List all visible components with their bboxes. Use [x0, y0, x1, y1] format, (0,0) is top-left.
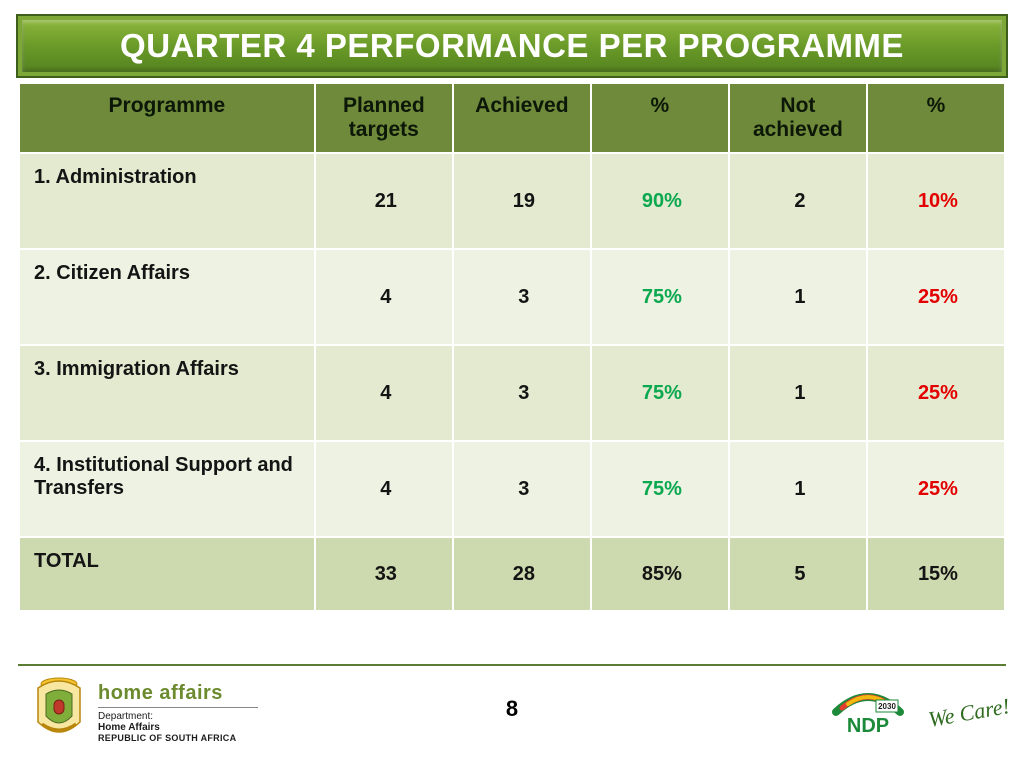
- cell-pct-not: 15%: [867, 537, 1005, 611]
- svg-text:2030: 2030: [878, 702, 896, 711]
- footer-divider: [18, 664, 1006, 666]
- table-row: 1. Administration211990%210%: [19, 153, 1005, 249]
- svg-text:NDP: NDP: [847, 715, 889, 737]
- cell-pct-not: 25%: [867, 345, 1005, 441]
- cell-pct-achieved: 75%: [591, 249, 729, 345]
- cell-planned: 33: [315, 537, 453, 611]
- col-pct-achieved: %: [591, 84, 729, 153]
- cell-not-achieved: 1: [729, 249, 867, 345]
- col-planned: Planned targets: [315, 84, 453, 153]
- cell-planned: 4: [315, 249, 453, 345]
- col-programme: Programme: [19, 84, 315, 153]
- col-pct-not: %: [867, 84, 1005, 153]
- cell-not-achieved: 1: [729, 345, 867, 441]
- cell-programme: 3. Immigration Affairs: [19, 345, 315, 441]
- table-total-row: TOTAL332885%515%: [19, 537, 1005, 611]
- cell-programme: 1. Administration: [19, 153, 315, 249]
- cell-achieved: 3: [453, 345, 591, 441]
- footer: home affairs Department: Home Affairs RE…: [0, 676, 1024, 756]
- cell-pct-not: 25%: [867, 441, 1005, 537]
- cell-planned: 4: [315, 345, 453, 441]
- cell-achieved: 28: [453, 537, 591, 611]
- cell-programme: 2. Citizen Affairs: [19, 249, 315, 345]
- col-achieved: Achieved: [453, 84, 591, 153]
- cell-not-achieved: 2: [729, 153, 867, 249]
- cell-pct-achieved: 85%: [591, 537, 729, 611]
- cell-programme: 4. Institutional Support and Transfers: [19, 441, 315, 537]
- cell-achieved: 19: [453, 153, 591, 249]
- cell-not-achieved: 1: [729, 441, 867, 537]
- cell-achieved: 3: [453, 249, 591, 345]
- cell-planned: 4: [315, 441, 453, 537]
- title-bar: QUARTER 4 PERFORMANCE PER PROGRAMME: [18, 16, 1006, 76]
- dept-line2: Home Affairs: [98, 722, 258, 733]
- cell-pct-achieved: 75%: [591, 345, 729, 441]
- col-not-achieved: Not achieved: [729, 84, 867, 153]
- table-row: 3. Immigration Affairs4375%125%: [19, 345, 1005, 441]
- cell-pct-not: 10%: [867, 153, 1005, 249]
- cell-pct-not: 25%: [867, 249, 1005, 345]
- performance-table: Programme Planned targets Achieved % Not…: [18, 84, 1006, 612]
- dept-line3: REPUBLIC OF SOUTH AFRICA: [98, 733, 258, 743]
- cell-planned: 21: [315, 153, 453, 249]
- table-row: 4. Institutional Support and Transfers43…: [19, 441, 1005, 537]
- cell-pct-achieved: 75%: [591, 441, 729, 537]
- cell-achieved: 3: [453, 441, 591, 537]
- ndp-logo-icon: 2030 NDP: [832, 678, 904, 738]
- cell-programme: TOTAL: [19, 537, 315, 611]
- cell-not-achieved: 5: [729, 537, 867, 611]
- table-row: 2. Citizen Affairs4375%125%: [19, 249, 1005, 345]
- table-header-row: Programme Planned targets Achieved % Not…: [19, 84, 1005, 153]
- cell-pct-achieved: 90%: [591, 153, 729, 249]
- slide-title: QUARTER 4 PERFORMANCE PER PROGRAMME: [120, 27, 904, 65]
